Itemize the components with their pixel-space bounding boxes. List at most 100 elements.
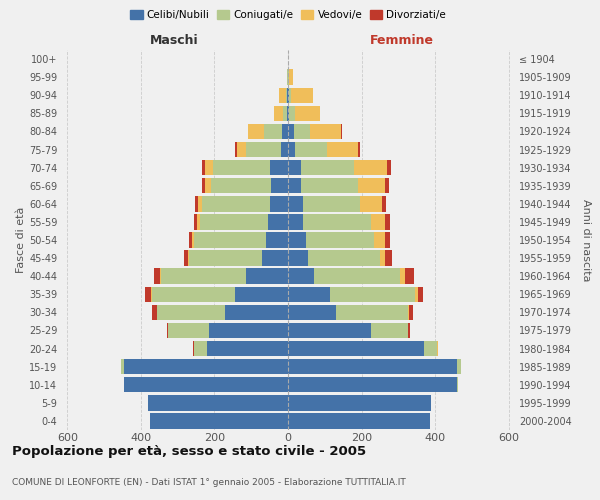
Bar — [124, 377, 288, 392]
Bar — [385, 214, 390, 230]
Bar — [148, 395, 288, 410]
Bar — [207, 341, 288, 356]
Bar — [308, 250, 380, 266]
Text: Femmine: Femmine — [370, 34, 434, 48]
Bar — [200, 214, 268, 230]
Bar — [145, 286, 151, 302]
Bar — [341, 124, 342, 139]
Bar — [154, 268, 160, 284]
Bar — [358, 142, 360, 157]
Bar — [437, 341, 439, 356]
Bar — [288, 359, 457, 374]
Bar — [358, 178, 385, 194]
Bar — [264, 124, 283, 139]
Bar — [194, 232, 266, 248]
Bar — [246, 142, 281, 157]
Bar — [289, 70, 293, 85]
Bar — [160, 268, 161, 284]
Bar — [404, 268, 414, 284]
Bar — [326, 142, 358, 157]
Bar — [374, 232, 385, 248]
Bar — [279, 88, 286, 103]
Bar — [336, 304, 407, 320]
Bar — [188, 250, 189, 266]
Bar — [287, 106, 288, 121]
Bar — [289, 88, 290, 103]
Bar — [283, 106, 287, 121]
Bar — [288, 304, 336, 320]
Bar — [266, 232, 288, 248]
Bar — [288, 395, 431, 410]
Bar — [226, 304, 288, 320]
Bar — [288, 178, 301, 194]
Bar — [205, 160, 212, 176]
Bar — [288, 286, 330, 302]
Bar — [289, 106, 295, 121]
Bar — [354, 160, 387, 176]
Bar — [290, 88, 313, 103]
Bar — [360, 196, 382, 212]
Bar — [235, 286, 288, 302]
Bar — [301, 178, 358, 194]
Bar — [236, 142, 246, 157]
Bar — [197, 214, 200, 230]
Bar — [418, 286, 424, 302]
Bar — [310, 124, 341, 139]
Bar — [295, 142, 326, 157]
Bar — [380, 250, 385, 266]
Bar — [407, 304, 409, 320]
Bar — [184, 250, 188, 266]
Bar — [301, 160, 354, 176]
Bar — [193, 232, 194, 248]
Bar — [211, 178, 271, 194]
Bar — [288, 232, 307, 248]
Bar — [288, 268, 314, 284]
Bar — [167, 323, 169, 338]
Bar — [193, 341, 194, 356]
Bar — [330, 286, 415, 302]
Bar — [288, 323, 371, 338]
Bar — [303, 214, 371, 230]
Bar — [385, 232, 390, 248]
Text: Maschi: Maschi — [149, 34, 199, 48]
Bar — [288, 341, 424, 356]
Bar — [307, 232, 374, 248]
Bar — [382, 196, 386, 212]
Bar — [408, 323, 410, 338]
Bar — [157, 304, 226, 320]
Bar — [288, 124, 293, 139]
Bar — [161, 268, 246, 284]
Bar — [269, 196, 288, 212]
Bar — [314, 268, 400, 284]
Y-axis label: Fasce di età: Fasce di età — [16, 207, 26, 273]
Bar — [288, 88, 289, 103]
Bar — [202, 178, 205, 194]
Bar — [424, 341, 437, 356]
Bar — [268, 214, 288, 230]
Bar — [151, 286, 152, 302]
Bar — [121, 359, 124, 374]
Bar — [194, 341, 207, 356]
Bar — [409, 304, 413, 320]
Bar — [385, 178, 389, 194]
Bar — [262, 250, 288, 266]
Bar — [248, 124, 264, 139]
Bar — [295, 106, 320, 121]
Bar — [293, 124, 310, 139]
Bar — [269, 160, 288, 176]
Bar — [212, 160, 269, 176]
Bar — [387, 160, 391, 176]
Bar — [189, 250, 262, 266]
Bar — [288, 196, 303, 212]
Bar — [152, 304, 157, 320]
Bar — [400, 268, 404, 284]
Bar — [407, 323, 408, 338]
Bar — [194, 214, 197, 230]
Bar — [288, 377, 457, 392]
Bar — [371, 323, 407, 338]
Bar — [246, 268, 288, 284]
Bar — [371, 214, 385, 230]
Bar — [415, 286, 418, 302]
Legend: Celibi/Nubili, Coniugati/e, Vedovi/e, Divorziati/e: Celibi/Nubili, Coniugati/e, Vedovi/e, Di… — [128, 8, 448, 22]
Text: Popolazione per età, sesso e stato civile - 2005: Popolazione per età, sesso e stato civil… — [12, 445, 366, 458]
